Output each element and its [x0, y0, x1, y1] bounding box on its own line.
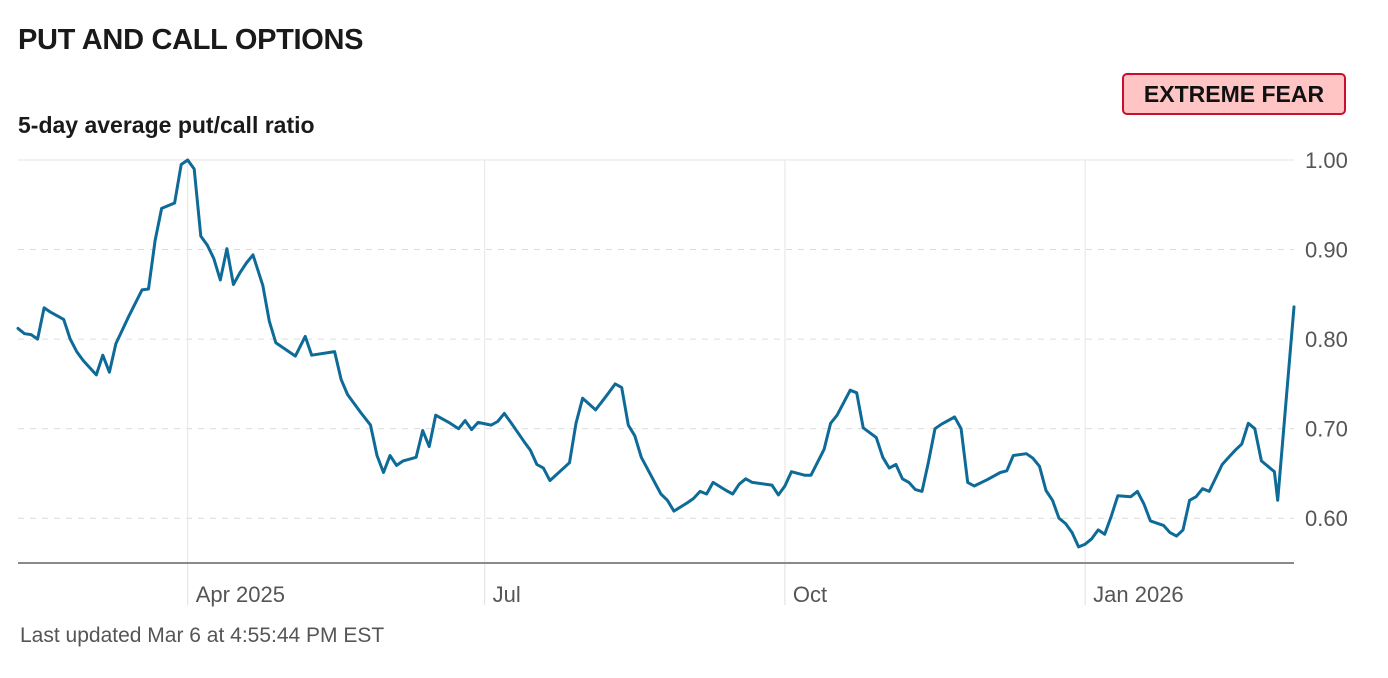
y-tick-label: 0.70: [1305, 417, 1348, 442]
page-title: PUT AND CALL OPTIONS: [18, 24, 364, 56]
y-axis: 1.00 0.90 0.80 0.70 0.60: [1305, 148, 1348, 531]
y-tick-label: 0.80: [1305, 327, 1348, 352]
x-axis: Apr 2025 Jul Oct Jan 2026: [18, 562, 1294, 607]
status-badge: EXTREME FEAR: [1122, 73, 1346, 115]
y-tick-label: 0.90: [1305, 238, 1348, 263]
series-layer: [16, 158, 1296, 549]
series-line: [16, 158, 1296, 549]
x-tick-label: Jan 2026: [1093, 582, 1184, 607]
x-tick-label: Jul: [493, 582, 521, 607]
x-tick-label: Apr 2025: [196, 582, 285, 607]
put-call-ratio-chart: Apr 2025 Jul Oct Jan 2026 1.00 0.90 0.80 0.70 0…: [16, 148, 1348, 607]
chart-subtitle: 5-day average put/call ratio: [18, 112, 315, 138]
x-tick-label: Oct: [793, 582, 827, 607]
last-updated-text: Last updated Mar 6 at 4:55:44 PM EST: [20, 624, 385, 647]
y-tick-label: 1.00: [1305, 148, 1348, 173]
grid-layer: [18, 159, 1294, 563]
y-tick-label: 0.60: [1305, 506, 1348, 531]
